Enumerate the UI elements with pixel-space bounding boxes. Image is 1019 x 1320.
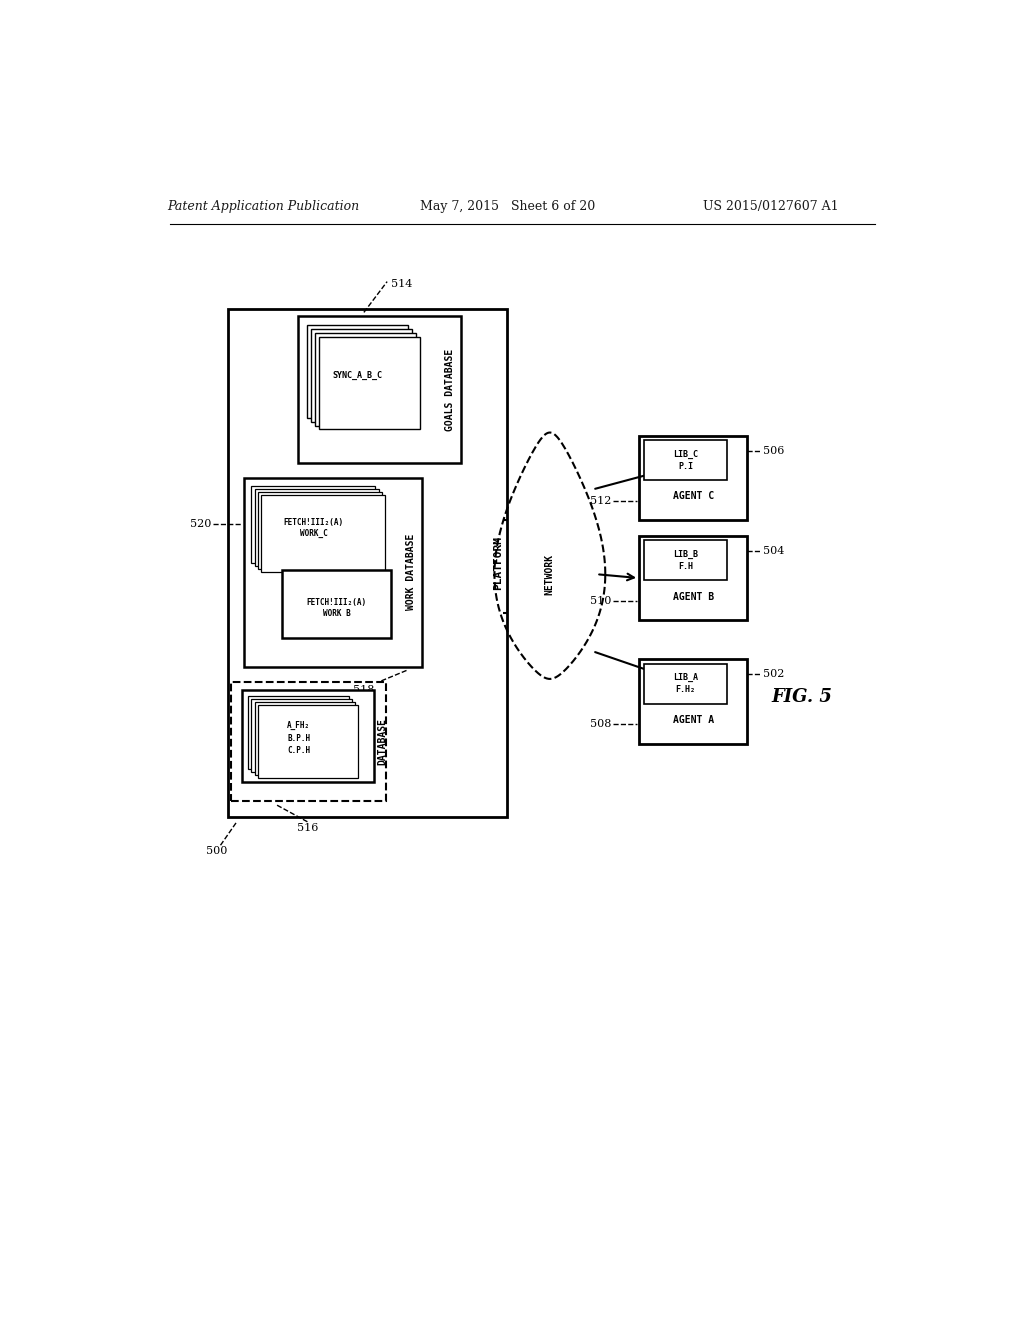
Text: FETCHǃIII₂(A)
WORK B: FETCHǃIII₂(A) WORK B bbox=[307, 598, 367, 619]
Bar bbox=[258, 492, 381, 569]
Text: GOALS DATABASE: GOALS DATABASE bbox=[444, 348, 454, 430]
Text: FIG. 5: FIG. 5 bbox=[770, 689, 832, 706]
Text: LIB_C
P.I: LIB_C P.I bbox=[673, 450, 697, 471]
Bar bbox=[230, 682, 385, 801]
Bar bbox=[249, 696, 348, 770]
Bar bbox=[307, 326, 408, 418]
Text: SYNC_A_B_C: SYNC_A_B_C bbox=[332, 371, 382, 380]
Text: A_FH₂
B.P.H
C.P.H: A_FH₂ B.P.H C.P.H bbox=[287, 721, 310, 755]
Text: NETWORK: NETWORK bbox=[544, 553, 554, 595]
Text: 516: 516 bbox=[298, 824, 319, 833]
Bar bbox=[643, 441, 727, 480]
Text: WORK DATABASE: WORK DATABASE bbox=[406, 533, 416, 610]
Bar bbox=[315, 333, 416, 425]
Text: May 7, 2015   Sheet 6 of 20: May 7, 2015 Sheet 6 of 20 bbox=[419, 199, 594, 213]
Bar bbox=[311, 330, 412, 422]
Bar bbox=[643, 664, 727, 704]
Text: FETCHǃIII₂(A)
WORK_C: FETCHǃIII₂(A) WORK_C bbox=[283, 517, 343, 539]
Text: US 2015/0127607 A1: US 2015/0127607 A1 bbox=[702, 199, 838, 213]
Text: AGENT A: AGENT A bbox=[672, 714, 713, 725]
Text: 514: 514 bbox=[390, 279, 412, 289]
Bar bbox=[258, 705, 358, 779]
Bar bbox=[638, 659, 747, 743]
Text: 502: 502 bbox=[762, 669, 784, 680]
Text: LIB_A
F.H₂: LIB_A F.H₂ bbox=[673, 673, 697, 694]
Text: PLATFORM: PLATFORM bbox=[492, 536, 502, 590]
Text: 508: 508 bbox=[590, 719, 611, 730]
Text: LIB_B
F.H: LIB_B F.H bbox=[673, 550, 697, 570]
Text: 512: 512 bbox=[590, 496, 611, 506]
Bar bbox=[244, 478, 422, 667]
Text: AGENT C: AGENT C bbox=[672, 491, 713, 502]
Bar bbox=[228, 309, 506, 817]
Bar bbox=[298, 317, 461, 462]
Text: Patent Application Publication: Patent Application Publication bbox=[167, 199, 359, 213]
Text: LIBRARIES
DATABASE: LIBRARIES DATABASE bbox=[365, 715, 387, 768]
Bar bbox=[638, 436, 747, 520]
Bar bbox=[638, 536, 747, 620]
Text: 504: 504 bbox=[762, 546, 784, 556]
Text: 510: 510 bbox=[590, 597, 611, 606]
Text: 520: 520 bbox=[190, 519, 211, 529]
Bar bbox=[282, 570, 390, 638]
Bar bbox=[255, 702, 355, 775]
Bar bbox=[252, 700, 352, 772]
Text: 500: 500 bbox=[206, 846, 227, 857]
Bar bbox=[252, 486, 375, 562]
Text: 506: 506 bbox=[762, 446, 784, 455]
Bar bbox=[242, 690, 374, 781]
Text: 518: 518 bbox=[353, 685, 374, 694]
Bar bbox=[643, 540, 727, 581]
Bar bbox=[319, 337, 419, 429]
Bar bbox=[255, 488, 378, 566]
Bar bbox=[261, 495, 384, 572]
Text: AGENT B: AGENT B bbox=[672, 591, 713, 602]
